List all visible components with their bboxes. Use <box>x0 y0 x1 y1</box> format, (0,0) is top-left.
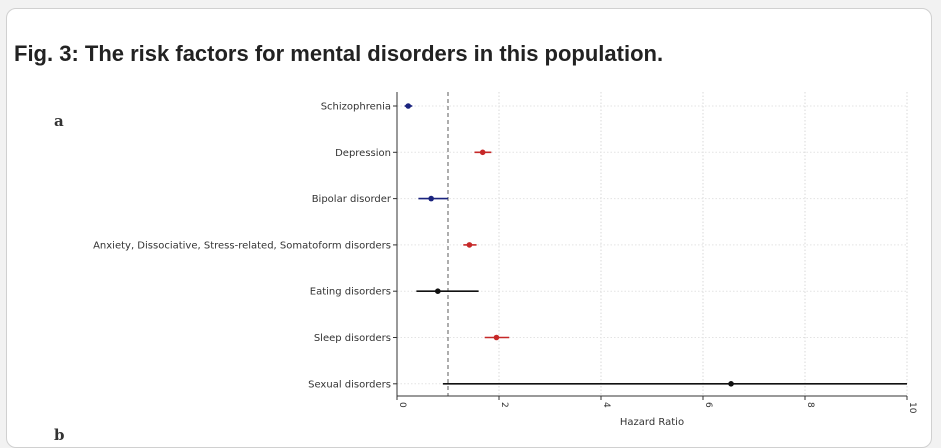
x-tick-label: 4 <box>601 402 611 408</box>
grid-layer <box>397 92 908 396</box>
marks-layer <box>404 103 907 387</box>
hr-point <box>479 149 486 156</box>
x-tick-label: 10 <box>907 402 917 414</box>
hr-point <box>493 334 500 341</box>
panel-label-a: a <box>54 112 64 130</box>
hr-point <box>466 242 473 248</box>
y-tick-label: Anxiety, Dissociative, Stress-related, S… <box>93 240 391 251</box>
axis-layer: 0 2 4 6 8 10 Hazard Ratio Schizophrenia Depressi… <box>93 92 917 428</box>
hr-point <box>428 195 434 202</box>
y-tick-label: Sexual disorders <box>308 379 391 390</box>
x-tick-label: 8 <box>805 402 815 408</box>
hr-point <box>435 288 441 295</box>
y-tick-label: Bipolar disorder <box>312 194 392 205</box>
figure-title: Fig. 3: The risk factors for mental diso… <box>14 41 664 66</box>
y-tick-label: Schizophrenia <box>321 102 391 113</box>
hr-point <box>405 103 412 109</box>
x-tick-label: 6 <box>703 402 713 408</box>
figure-card <box>6 8 932 448</box>
x-axis-label: Hazard Ratio <box>620 417 684 428</box>
panel-label-b: b <box>54 426 65 444</box>
y-tick-label: Sleep disorders <box>314 333 391 344</box>
x-tick-label: 0 <box>397 402 407 408</box>
y-tick-label: Depression <box>335 148 391 159</box>
hr-point <box>728 381 734 387</box>
y-tick-label: Eating disorders <box>310 287 391 298</box>
x-tick-label: 2 <box>499 402 509 408</box>
